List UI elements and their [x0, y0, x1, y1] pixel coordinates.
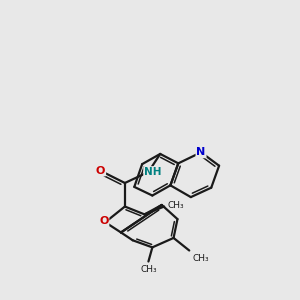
Text: O: O — [96, 166, 105, 176]
Text: N: N — [196, 147, 206, 158]
Text: O: O — [99, 216, 109, 226]
Text: CH₃: CH₃ — [192, 254, 209, 263]
Text: NH: NH — [144, 167, 162, 177]
Text: CH₃: CH₃ — [140, 265, 157, 274]
Text: CH₃: CH₃ — [168, 201, 184, 210]
